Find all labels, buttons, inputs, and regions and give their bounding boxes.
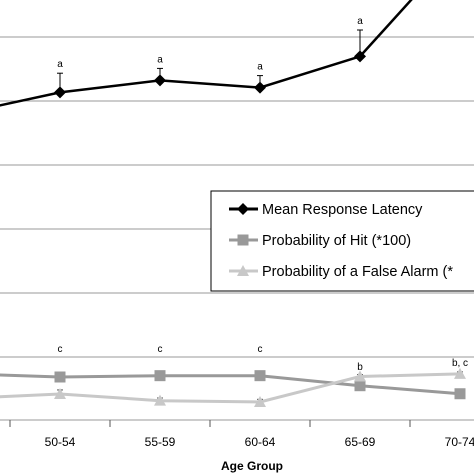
- significance-label: b: [357, 362, 363, 373]
- data-point: [454, 367, 466, 379]
- series-layer: aaaaacccbb, c: [0, 0, 468, 407]
- significance-label: a: [157, 54, 163, 65]
- x-tick-label: 65-69: [345, 435, 376, 449]
- data-point: [354, 50, 366, 63]
- x-tick-label: 70-74: [445, 435, 474, 449]
- legend-label: Mean Response Latency: [262, 202, 423, 218]
- x-tick-label: 50-54: [45, 435, 76, 449]
- significance-label: b, c: [452, 358, 468, 369]
- legend-label: Probability of a False Alarm (*: [262, 264, 453, 280]
- data-point: [154, 74, 166, 87]
- data-point: [237, 234, 249, 246]
- legend-label: Probability of Hit (*100): [262, 233, 411, 249]
- significance-label: a: [57, 59, 63, 70]
- data-point: [154, 394, 166, 406]
- significance-label: a: [257, 62, 263, 73]
- series-2: c c c b b, c: [0, 344, 468, 400]
- legend: Mean Response Latency Probability of Hit …: [210, 190, 474, 292]
- significance-label: c: [258, 344, 263, 355]
- significance-label: a: [357, 16, 363, 27]
- significance-label: c: [58, 344, 63, 355]
- series-line: [0, 372, 461, 404]
- data-point: [354, 370, 366, 382]
- data-point: [254, 396, 266, 407]
- data-point: [454, 388, 466, 400]
- x-axis-title: Age Group: [221, 459, 283, 473]
- data-point: [254, 370, 266, 382]
- data-point: [54, 86, 66, 99]
- data-point: [54, 371, 66, 383]
- data-point: [154, 370, 166, 382]
- series-line: [0, 0, 413, 107]
- data-point: [254, 81, 266, 94]
- gridlines: [0, 36, 474, 421]
- data-point: [354, 380, 366, 392]
- data-point: [237, 265, 249, 276]
- data-point: [54, 387, 66, 399]
- series-3: [0, 367, 466, 407]
- x-tick-label: 55-59: [145, 435, 176, 449]
- series-line: [0, 373, 461, 396]
- series-1: aaaaa: [0, 0, 413, 107]
- data-point: [237, 203, 249, 215]
- x-tick-label: 60-64: [245, 435, 276, 449]
- significance-label: c: [158, 344, 163, 355]
